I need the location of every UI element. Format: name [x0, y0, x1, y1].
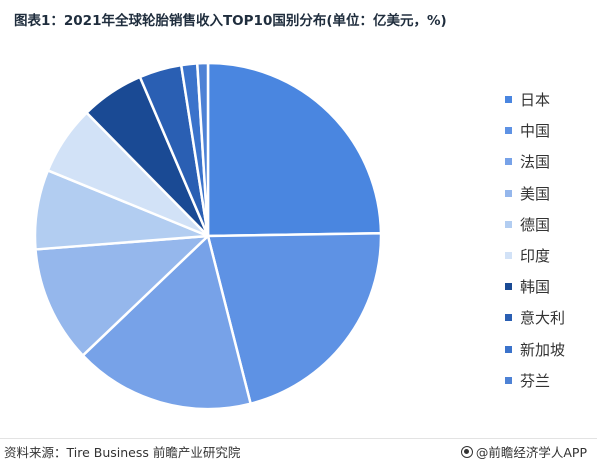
legend-label: 意大利: [520, 309, 566, 328]
legend-item: 韩国: [505, 271, 565, 302]
legend-item: 日本: [505, 84, 565, 115]
pie-slices: [33, 61, 383, 411]
legend-item: 中国: [505, 115, 565, 146]
footer-source: 资料来源：Tire Business 前瞻产业研究院: [4, 445, 241, 460]
legend-swatch: [505, 220, 512, 228]
chart-title: 图表1：2021年全球轮胎销售收入TOP10国别分布(单位：亿美元，%): [14, 13, 447, 29]
legend-item: 印度: [505, 240, 565, 271]
legend-label: 新加坡: [520, 340, 566, 359]
legend-item: 德国: [505, 209, 565, 240]
pie-slice-1: [206, 61, 383, 238]
legend-swatch: [505, 189, 512, 197]
legend-swatch: [505, 96, 512, 104]
legend-label: 日本: [520, 91, 551, 110]
legend-item: 新加坡: [505, 334, 565, 365]
footer-brand: @前瞻经济学人APP: [460, 442, 587, 461]
legend-label: 印度: [520, 247, 551, 266]
legend-item: 芬兰: [505, 365, 565, 396]
legend: 日本中国法国美国德国印度韩国意大利新加坡芬兰: [505, 84, 565, 396]
pie-slice-10: [195, 61, 210, 238]
legend-swatch: [505, 127, 512, 135]
legend-swatch: [505, 158, 512, 166]
legend-label: 美国: [520, 184, 551, 203]
pie-slice-4: [34, 234, 210, 357]
brand-label: @前瞻经济学人APP: [475, 445, 587, 460]
pie-slice-2: [206, 232, 383, 405]
pie-chart: [33, 61, 383, 411]
legend-swatch: [505, 252, 512, 260]
pie-slice-3: [81, 234, 252, 411]
legend-item: 法国: [505, 146, 565, 177]
legend-swatch: [505, 314, 512, 322]
legend-item: 意大利: [505, 302, 565, 333]
brand-logo-icon: [460, 445, 473, 458]
footer-divider: [0, 438, 597, 439]
legend-swatch: [505, 283, 512, 291]
legend-swatch: [505, 376, 512, 384]
legend-label: 德国: [520, 215, 551, 234]
legend-label: 法国: [520, 153, 551, 172]
legend-item: 美国: [505, 178, 565, 209]
legend-label: 韩国: [520, 278, 551, 297]
legend-swatch: [505, 345, 512, 353]
legend-label: 芬兰: [520, 371, 551, 390]
legend-label: 中国: [520, 122, 551, 141]
